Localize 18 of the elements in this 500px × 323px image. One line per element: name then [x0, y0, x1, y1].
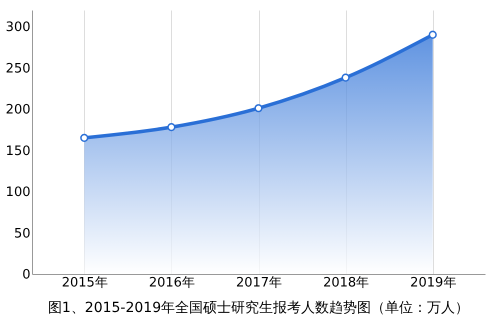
point [342, 74, 350, 82]
x-tick-label: 2016年 [148, 276, 195, 290]
y-tick-label: 200 [6, 102, 30, 118]
x-tick-label: 2017年 [236, 276, 282, 290]
y-tick-label: 50 [14, 226, 30, 242]
x-tick-label: 2019年 [410, 276, 456, 290]
point [428, 30, 437, 39]
y-tick-label: 0 [22, 268, 30, 282]
y-tick-label: 100 [6, 185, 30, 200]
y-tick-label: 150 [6, 144, 30, 159]
x-tick-label: 2018年 [323, 276, 370, 290]
text: 图1、2015-2019年全国硕士研究生报考人数趋势图（单位：万人） [48, 300, 470, 316]
point [167, 123, 176, 132]
y-tick-label: 250 [6, 61, 30, 76]
point [80, 134, 88, 142]
y-tick-label: 300 [6, 20, 30, 35]
x-tick-label: 2015年 [62, 276, 108, 290]
point [254, 104, 263, 112]
